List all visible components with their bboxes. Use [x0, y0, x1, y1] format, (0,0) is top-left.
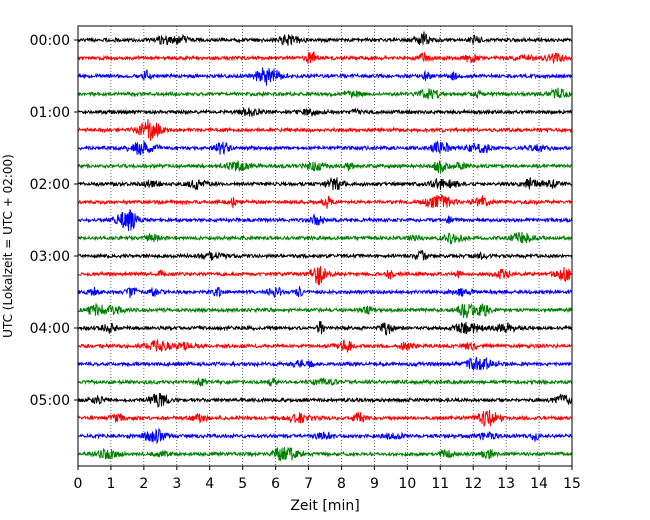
x-tick-label-12: 12	[464, 476, 482, 492]
trace-0430	[77, 356, 573, 371]
x-tick-label-14: 14	[530, 476, 548, 492]
y-tick-label-05:00: 05:00	[30, 393, 70, 409]
x-tick-label-5: 5	[238, 476, 247, 492]
y-tick-label-00:00: 00:00	[30, 33, 70, 49]
x-axis-label: Zeit [min]	[290, 498, 359, 514]
trace-0345	[77, 302, 573, 319]
trace-0415	[77, 338, 573, 353]
trace-0100	[77, 107, 573, 118]
trace-0215	[77, 193, 573, 209]
x-tick-label-2: 2	[139, 476, 148, 492]
trace-0445	[77, 377, 573, 387]
trace-0145	[77, 160, 573, 174]
trace-0030	[77, 67, 573, 86]
trace-0330	[77, 286, 573, 299]
trace-0300	[77, 249, 573, 261]
x-tick-label-0: 0	[74, 476, 83, 492]
x-tick-label-4: 4	[205, 476, 214, 492]
x-tick-label-7: 7	[304, 476, 313, 492]
x-tick-label-9: 9	[370, 476, 379, 492]
x-tick-label-11: 11	[431, 476, 449, 492]
trace-0515	[77, 409, 573, 427]
trace-group	[77, 31, 573, 461]
trace-0500	[77, 393, 573, 408]
x-tick-label-15: 15	[563, 476, 581, 492]
trace-0230	[77, 208, 573, 232]
trace-0045	[77, 87, 573, 100]
trace-0315	[77, 266, 573, 286]
trace-0200	[77, 176, 573, 191]
x-tick-label-6: 6	[271, 476, 280, 492]
y-tick-label-03:00: 03:00	[30, 249, 70, 265]
x-tick-label-3: 3	[172, 476, 181, 492]
y-tick-label-01:00: 01:00	[30, 105, 70, 121]
x-tick-label-8: 8	[337, 476, 346, 492]
x-tick-label-1: 1	[106, 476, 115, 492]
y-axis: 00:00 01:00 02:00 03:00 04:00 05:00	[30, 33, 78, 409]
y-axis-label: UTC (Lokalzeit = UTC + 02:00)	[1, 154, 15, 338]
trace-0400	[77, 321, 573, 336]
plot-frame	[77, 25, 573, 467]
y-tick-label-04:00: 04:00	[30, 321, 70, 337]
trace-0245	[77, 231, 573, 245]
trace-0000	[77, 31, 573, 46]
trace-0530	[77, 427, 573, 445]
trace-0015	[77, 51, 573, 65]
y-tick-label-02:00: 02:00	[30, 177, 70, 193]
x-axis: 0 1 2 3 4 5 6 7 8 9 10 11 12 13 14 15	[74, 466, 581, 492]
trace-0545	[77, 446, 573, 461]
trace-0130	[77, 139, 573, 156]
grid-lines	[110, 26, 540, 466]
x-tick-label-13: 13	[497, 476, 515, 492]
trace-0115	[77, 118, 573, 141]
x-tick-label-10: 10	[398, 476, 416, 492]
